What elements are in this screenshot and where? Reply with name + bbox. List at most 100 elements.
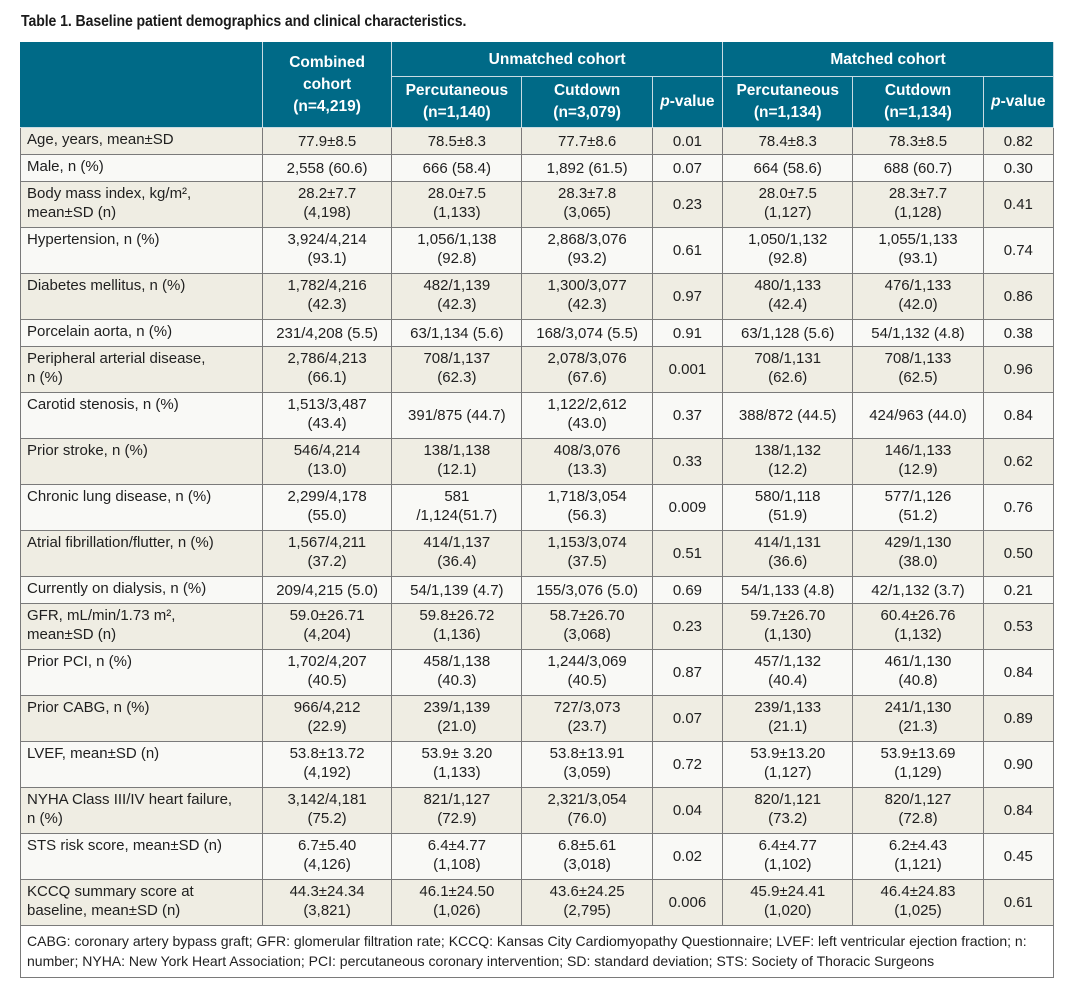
cell-line: (1,136) xyxy=(433,626,481,643)
cell-unmatched-percutaneous: 458/1,138 (40.3) xyxy=(391,649,523,696)
cell-line: (42.0) xyxy=(898,296,938,313)
cell-unmatched-p-value: 0.01 xyxy=(651,127,724,155)
cell-line: (1,020) xyxy=(763,902,812,919)
cell-line: 54/1,133 (4.8) xyxy=(741,581,835,599)
cell-combined-cohort: 28.2±7.7 (4,198) xyxy=(261,181,393,228)
cell-matched-cutdown: 708/1,133 (62.5) xyxy=(852,346,984,393)
cell-matched-cutdown: 46.4±24.83 (1,025) xyxy=(852,879,984,926)
cell-line: 1,782/4,216 xyxy=(287,277,367,294)
cell-combined-cohort: 966/4,212 (22.9) xyxy=(261,695,393,742)
cell-line: (1,026) xyxy=(433,902,481,919)
cell-line: 424/963 (44.0) xyxy=(869,407,967,424)
cell-matched-p-value: 0.53 xyxy=(982,603,1055,650)
cell-line: (40.3) xyxy=(437,672,477,689)
cell-line: 1,718/3,054 xyxy=(547,488,627,505)
cell-line: 457/1,132 xyxy=(754,653,822,670)
table-row: Peripheral arterial disease, n (%) 2,786/4… xyxy=(20,346,1055,393)
row-label-line: Prior CABG, n (%) xyxy=(27,699,150,716)
cell-unmatched-percutaneous: 54/1,139 (4.7) xyxy=(391,576,523,604)
cell-matched-cutdown: 820/1,127 (72.8) xyxy=(852,787,984,834)
cell-line: 6.4±4.77 xyxy=(427,837,486,854)
cell-line: 1,300/3,077 xyxy=(547,277,627,294)
cell-matched-percutaneous: 239/1,133 (21.1) xyxy=(722,695,854,742)
cell-line: (4,204) xyxy=(303,626,351,643)
cell-line: 28.0±7.5 xyxy=(427,185,486,202)
cell-line: 2,868/3,076 xyxy=(547,231,627,248)
cell-line: 1,892 (61.5) xyxy=(546,159,628,177)
cell-line: 476/1,133 xyxy=(884,277,952,294)
table-row: Prior stroke, n (%) 546/4,214 (13.0) 138/1,… xyxy=(20,438,1055,485)
cell-matched-percutaneous: 664 (58.6) xyxy=(722,154,854,182)
cell-line: 2,078/3,076 xyxy=(547,350,627,367)
cell-matched-percutaneous: 708/1,131 (62.6) xyxy=(722,346,854,393)
cell-line: (62.6) xyxy=(768,369,808,386)
cell-line: 138/1,138 xyxy=(423,442,491,459)
cell-unmatched-percutaneous: 63/1,134 (5.6) xyxy=(391,319,523,347)
cell-combined-cohort: 59.0±26.71 (4,204) xyxy=(261,603,393,650)
row-label-line: n (%) xyxy=(27,810,63,827)
row-label-line: Chronic lung disease, n (%) xyxy=(27,488,212,505)
cell-matched-percutaneous: 457/1,132 (40.4) xyxy=(722,649,854,696)
header-unmatched-percutaneous-label: Percutaneous (n=1,140) xyxy=(405,82,509,121)
cell-line: 1,122/2,612 xyxy=(547,396,627,413)
cell-unmatched-percutaneous: 78.5±8.3 xyxy=(391,127,523,155)
cell-combined-cohort: 546/4,214 (13.0) xyxy=(261,438,393,485)
cell-line: 1,055/1,133 xyxy=(878,231,958,248)
cell-matched-p-value: 0.90 xyxy=(982,741,1055,788)
cell-line: (36.6) xyxy=(768,553,808,570)
cell-unmatched-cutdown: 2,078/3,076 (67.6) xyxy=(521,346,653,393)
row-label: Atrial fibrillation/flutter, n (%) xyxy=(20,530,263,577)
table-body: Age, years, mean±SD 77.9±8.5 78.5±8.3 77.7±… xyxy=(20,127,1055,926)
cell-line: 46.4±24.83 xyxy=(880,883,956,900)
cell-line: 414/1,131 xyxy=(754,534,822,551)
cell-line: (1,108) xyxy=(433,856,481,873)
row-label-line: Diabetes mellitus, n (%) xyxy=(27,277,186,294)
cell-line: (1,133) xyxy=(433,764,481,781)
cell-line: 429/1,130 xyxy=(884,534,952,551)
cell-line: (21.0) xyxy=(437,718,477,735)
row-label: Chronic lung disease, n (%) xyxy=(20,484,263,531)
cell-matched-cutdown: 476/1,133 (42.0) xyxy=(852,273,984,320)
cell-line: 54/1,132 (4.8) xyxy=(871,324,965,342)
cell-line: 727/3,073 xyxy=(553,699,621,716)
cell-unmatched-p-value: 0.69 xyxy=(651,576,724,604)
header-p-suffix: -value xyxy=(1000,93,1046,110)
cell-line: 1,244/3,069 xyxy=(547,653,627,670)
cell-line: 239/1,139 xyxy=(423,699,491,716)
cell-line: (40.5) xyxy=(567,672,607,689)
header-combined-cohort-label: Combined cohort (n=4,219) xyxy=(289,54,365,115)
row-label: Body mass index, kg/m², mean±SD (n) xyxy=(20,181,263,228)
table-footer: CABG: coronary artery bypass graft; GFR:… xyxy=(20,925,1054,978)
cell-line: 59.7±26.70 xyxy=(750,607,826,624)
cell-line: (23.7) xyxy=(567,718,607,735)
cell-line: 708/1,133 xyxy=(884,350,952,367)
cell-line: 53.8±13.91 xyxy=(549,745,625,762)
cell-unmatched-p-value: 0.04 xyxy=(651,787,724,834)
cell-unmatched-percutaneous: 59.8±26.72 (1,136) xyxy=(391,603,523,650)
cell-line: (12.1) xyxy=(437,461,477,478)
cell-matched-percutaneous: 78.4±8.3 xyxy=(722,127,854,155)
cell-matched-p-value: 0.38 xyxy=(982,319,1055,347)
cell-unmatched-cutdown: 1,153/3,074 (37.5) xyxy=(521,530,653,577)
cell-line: (4,192) xyxy=(303,764,351,781)
cell-unmatched-p-value: 0.37 xyxy=(651,392,724,439)
row-label-line: mean±SD (n) xyxy=(27,204,117,221)
cell-matched-percutaneous: 59.7±26.70 (1,130) xyxy=(722,603,854,650)
cell-line: (42.4) xyxy=(768,296,808,313)
cell-unmatched-p-value: 0.001 xyxy=(651,346,724,393)
cell-line: 59.8±26.72 xyxy=(419,607,495,624)
cell-combined-cohort: 1,702/4,207 (40.5) xyxy=(261,649,393,696)
cell-matched-percutaneous: 53.9±13.20 (1,127) xyxy=(722,741,854,788)
cell-matched-percutaneous: 480/1,133 (42.4) xyxy=(722,273,854,320)
cell-line: (38.0) xyxy=(898,553,938,570)
cell-line: (37.5) xyxy=(567,553,607,570)
cell-unmatched-percutaneous: 666 (58.4) xyxy=(391,154,523,182)
row-label-line: Currently on dialysis, n (%) xyxy=(27,580,207,597)
cell-matched-p-value: 0.76 xyxy=(982,484,1055,531)
cell-line: (93.2) xyxy=(567,250,607,267)
cell-matched-cutdown: 241/1,130 (21.3) xyxy=(852,695,984,742)
cell-line: 59.0±26.71 xyxy=(289,607,365,624)
cell-line: /1,124(51.7) xyxy=(416,507,498,524)
cell-line: (1,102) xyxy=(763,856,812,873)
cell-line: 241/1,130 xyxy=(884,699,952,716)
